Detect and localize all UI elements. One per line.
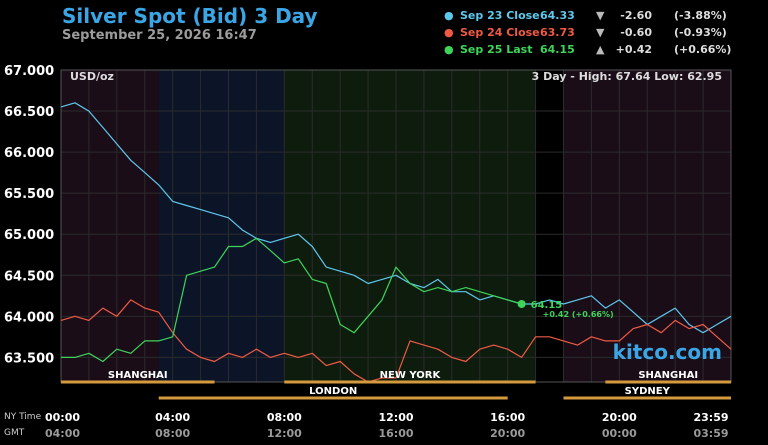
- session-label: NEW YORK: [380, 370, 442, 381]
- x-tick-label-ny: 20:00: [602, 411, 637, 424]
- ny-time-label: NY Time: [4, 412, 42, 422]
- y-tick-label: 64.500: [4, 269, 54, 284]
- session-label: LONDON: [309, 386, 357, 397]
- price-series: [60, 102, 732, 383]
- legend-dot-icon: ●: [444, 9, 454, 22]
- y-tick-label: 64.000: [4, 310, 54, 325]
- down-arrow-icon: ▼: [596, 26, 605, 39]
- gmt-label: GMT: [4, 428, 25, 438]
- session-label: SYDNEY: [625, 386, 671, 397]
- x-tick-label-gmt: 04:00: [45, 427, 80, 440]
- x-tick-label-gmt: 16:00: [378, 427, 413, 440]
- legend-series-percent: (-3.88%): [674, 9, 727, 22]
- x-tick-label-gmt: 08:00: [155, 427, 190, 440]
- x-tick-label-ny: 16:00: [490, 411, 525, 424]
- series-line: [61, 237, 522, 363]
- session-label: SHANGHAI: [638, 370, 698, 381]
- chart-gridlines: [60, 69, 732, 382]
- legend-series-change: -2.60: [620, 9, 652, 22]
- y-tick-label: 67.000: [4, 64, 54, 79]
- y-tick-label: 65.000: [4, 228, 54, 243]
- x-tick-label-gmt: 00:00: [602, 427, 637, 440]
- y-tick-label: 63.500: [4, 351, 54, 366]
- x-tick-label-ny: 12:00: [378, 411, 413, 424]
- x-tick-label-ny: 23:59: [693, 411, 728, 424]
- last-price-label: 64.15: [531, 300, 563, 311]
- legend-series-percent: (-0.93%): [674, 26, 727, 39]
- y-axis-ticks: 67.000 66.500 66.000 65.500 65.000 64.500 64.0…: [4, 64, 54, 366]
- x-tick-label-ny: 08:00: [267, 411, 302, 424]
- session-shade: [284, 70, 536, 382]
- kitco-watermark: kitco.com: [613, 340, 722, 364]
- legend-series-change: +0.42: [615, 43, 652, 56]
- market-session-bars: SHANGHAI LONDON NEW YORK SHANGHAI SYDNEY: [61, 370, 731, 400]
- y-tick-label: 66.000: [4, 146, 54, 161]
- session-label: SHANGHAI: [108, 370, 168, 381]
- legend-series-change: -0.60: [620, 26, 652, 39]
- legend-series-value: 64.15: [540, 43, 575, 56]
- x-tick-label-gmt: 20:00: [490, 427, 525, 440]
- legend-series-name: Sep 25 Last: [460, 43, 533, 56]
- last-price-marker: [517, 300, 526, 308]
- unit-label: USD/oz: [70, 70, 114, 83]
- x-tick-label-ny: 04:00: [155, 411, 190, 424]
- session-shade: [535, 70, 564, 382]
- legend-series-name: Sep 24 Close: [460, 26, 540, 39]
- legend-dot-icon: ●: [444, 43, 454, 56]
- legend-series-percent: (+0.66%): [674, 43, 732, 56]
- down-arrow-icon: ▼: [596, 9, 605, 22]
- y-tick-label: 65.500: [4, 187, 54, 202]
- legend-series-name: Sep 23 Close: [460, 9, 540, 22]
- series-line: [60, 299, 732, 383]
- x-tick-label-gmt: 12:00: [267, 427, 302, 440]
- series-line: [60, 102, 732, 334]
- session-shade: [61, 70, 159, 382]
- x-tick-label-ny: 00:00: [45, 411, 80, 424]
- legend-dot-icon: ●: [444, 26, 454, 39]
- x-axis-ticks: 00:00 04:00 04:00 08:00 08:00 12:00 12:00 16:00…: [45, 411, 729, 440]
- last-change-label: +0.42 (+0.66%): [543, 310, 614, 319]
- chart-timestamp: September 25, 2026 16:47: [62, 28, 257, 43]
- range-label: 3 Day - High: 67.64 Low: 62.95: [532, 70, 722, 83]
- legend-series-value: 63.73: [540, 26, 575, 39]
- up-arrow-icon: ▲: [596, 43, 605, 56]
- chart-title: Silver Spot (Bid) 3 Day: [62, 4, 318, 28]
- y-tick-label: 66.500: [4, 105, 54, 120]
- session-shade: [158, 70, 285, 382]
- x-tick-label-gmt: 03:59: [693, 427, 728, 440]
- legend-series-value: 64.33: [540, 9, 575, 22]
